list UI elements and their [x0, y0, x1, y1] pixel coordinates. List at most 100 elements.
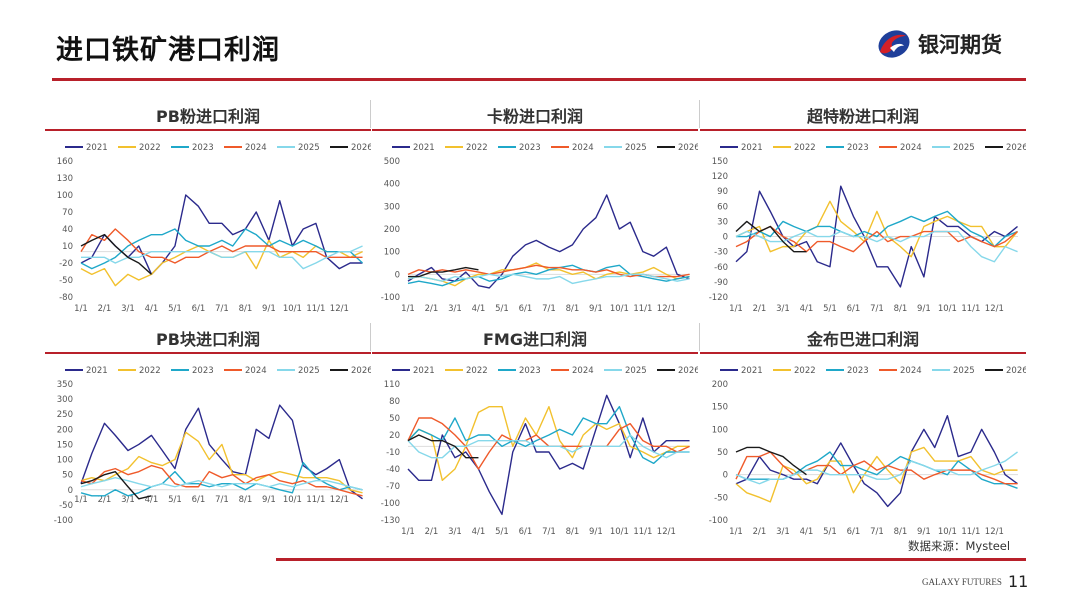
- y-tick-label: -120: [709, 293, 728, 303]
- y-tick-label: 0: [723, 471, 728, 481]
- legend-label-2021: 2021: [413, 143, 435, 153]
- x-tick-label: 6/1: [192, 304, 206, 314]
- series-line-2023: [80, 228, 364, 270]
- footer-brand: GALAXY FUTURES: [922, 577, 1002, 587]
- x-tick-label: 11/1: [633, 304, 652, 314]
- x-tick-label: 8/1: [239, 495, 253, 505]
- series-line-2021: [735, 415, 1018, 508]
- chart-title: 卡粉进口利润: [486, 107, 583, 126]
- legend-label-2022: 2022: [794, 366, 816, 376]
- y-tick-label: 350: [57, 380, 73, 390]
- x-tick-label: 4/1: [800, 304, 814, 314]
- x-tick-label: 12/1: [657, 527, 676, 537]
- chart-panel-kabao: 卡粉进口利润 2021 2022 2023 2024 2025 2026 -100 0 100 20…: [372, 103, 698, 317]
- y-tick-label: -50: [59, 276, 73, 286]
- x-tick-label: 4/1: [472, 527, 486, 537]
- legend-label-2026: 2026: [678, 366, 698, 376]
- x-tick-label: 2/1: [425, 304, 439, 314]
- legend-label-2023: 2023: [847, 143, 869, 153]
- y-tick-label: 10: [62, 242, 73, 252]
- x-tick-label: 5/1: [168, 304, 182, 314]
- y-tick-label: 30: [717, 217, 728, 227]
- x-tick-label: 6/1: [847, 527, 861, 537]
- x-tick-label: 9/1: [917, 527, 931, 537]
- y-tick-label: 20: [389, 431, 400, 441]
- x-tick-label: 8/1: [239, 304, 253, 314]
- x-tick-label: 11/1: [961, 304, 980, 314]
- x-tick-label: 12/1: [985, 527, 1004, 537]
- y-tick-label: 200: [384, 225, 400, 235]
- series-line-2022: [735, 200, 1019, 258]
- x-tick-label: 3/1: [121, 304, 135, 314]
- legend-label-2022: 2022: [139, 366, 161, 376]
- series-line-2021: [80, 404, 363, 500]
- series-line-2023: [80, 461, 363, 497]
- legend-label-2023: 2023: [847, 366, 869, 376]
- y-tick-label: -100: [54, 516, 73, 526]
- x-tick-label: 10/1: [938, 304, 957, 314]
- y-tick-label: 70: [62, 208, 73, 218]
- y-tick-label: 50: [717, 448, 728, 458]
- line-chart: 2021 2022 2023 2024 2025 2026 -130 -100 -70 -40 -1…: [381, 366, 698, 537]
- x-tick-label: 1/1: [401, 304, 415, 314]
- x-tick-label: 6/1: [847, 304, 861, 314]
- x-tick-label: 11/1: [961, 527, 980, 537]
- legend-label-2022: 2022: [794, 143, 816, 153]
- legend-label-2026: 2026: [678, 143, 698, 153]
- x-tick-label: 10/1: [610, 304, 629, 314]
- legend-label-2026: 2026: [1006, 366, 1026, 376]
- series-line-2026: [80, 233, 152, 275]
- legend-label-2024: 2024: [900, 143, 922, 153]
- series-line-2024: [80, 228, 363, 264]
- x-tick-label: 12/1: [330, 304, 349, 314]
- y-tick-label: -100: [709, 516, 728, 526]
- x-tick-label: 6/1: [519, 527, 533, 537]
- legend-label-2023: 2023: [519, 143, 541, 153]
- chart-title: PB块进口利润: [156, 330, 260, 349]
- x-tick-label: 2/1: [98, 495, 112, 505]
- y-tick-label: -60: [714, 263, 728, 273]
- chart-title: FMG进口利润: [483, 330, 587, 349]
- series-line-2023: [736, 210, 1018, 248]
- x-tick-label: 9/1: [589, 527, 603, 537]
- chart-panel-pb-fines: PB粉进口利润 2021 2022 2023 2024 2025 2026 -80 -50 -20…: [45, 103, 371, 317]
- x-tick-label: 2/1: [753, 304, 767, 314]
- series-line-2024: [735, 451, 1018, 485]
- x-tick-label: 8/1: [566, 527, 580, 537]
- y-tick-label: 40: [62, 225, 73, 235]
- x-tick-label: 4/1: [145, 495, 159, 505]
- y-tick-label: -20: [59, 259, 73, 269]
- legend-label-2025: 2025: [298, 143, 320, 153]
- y-tick-label: 250: [57, 410, 73, 420]
- chart-panel-super-special: 超特粉进口利润 2021 2022 2023 2024 2025 2026 -120 -90 -6…: [700, 103, 1026, 317]
- series-line-2026: [408, 266, 479, 278]
- x-tick-label: 7/1: [542, 527, 556, 537]
- y-tick-label: 100: [384, 248, 400, 258]
- y-tick-label: 50: [62, 471, 73, 481]
- series-line-2025: [735, 451, 1018, 485]
- x-tick-label: 10/1: [283, 495, 302, 505]
- legend-label-2024: 2024: [572, 143, 594, 153]
- series-line-2024: [735, 225, 1018, 253]
- page-number: 11: [1008, 572, 1029, 591]
- y-tick-label: -100: [381, 499, 400, 509]
- x-tick-label: 7/1: [542, 304, 556, 314]
- x-tick-label: 3/1: [121, 495, 135, 505]
- y-tick-label: -90: [714, 278, 728, 288]
- y-tick-label: -100: [381, 293, 400, 303]
- x-tick-label: 9/1: [262, 495, 276, 505]
- y-tick-label: 110: [384, 380, 400, 390]
- x-tick-label: 5/1: [168, 495, 182, 505]
- x-tick-label: 7/1: [870, 527, 884, 537]
- x-tick-label: 3/1: [448, 304, 462, 314]
- y-tick-label: 90: [717, 187, 728, 197]
- legend-label-2025: 2025: [953, 366, 975, 376]
- y-tick-label: 300: [57, 395, 73, 405]
- legend-label-2024: 2024: [245, 143, 267, 153]
- y-tick-label: 50: [389, 414, 400, 424]
- x-tick-label: 11/1: [306, 495, 325, 505]
- series-line-2025: [80, 476, 363, 491]
- x-tick-label: 2/1: [753, 527, 767, 537]
- panel-divider: [370, 100, 371, 128]
- legend-label-2022: 2022: [139, 143, 161, 153]
